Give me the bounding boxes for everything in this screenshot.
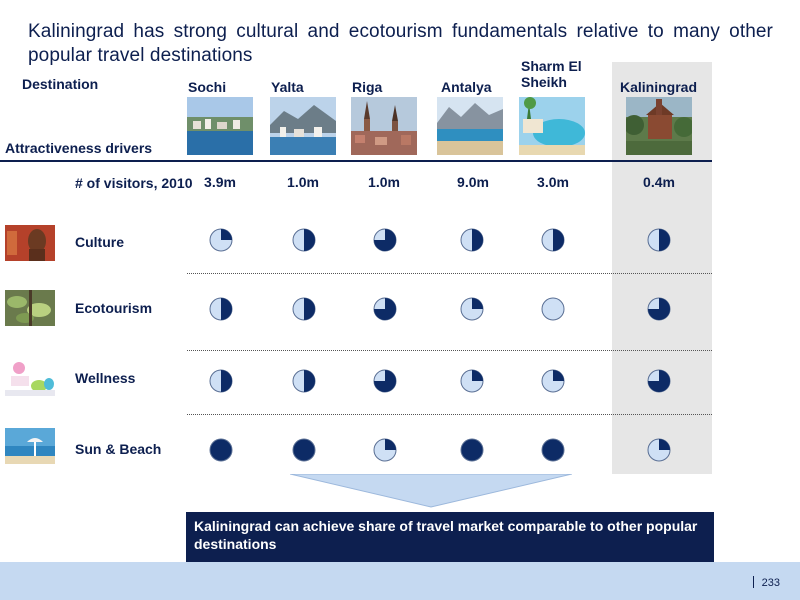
page-number: 233	[752, 576, 780, 589]
visitors-yalta: 1.0m	[287, 174, 319, 190]
harvey-ball-ecotourism-sharm-el-sheikh	[541, 297, 565, 321]
conclusion-box: Kaliningrad can achieve share of travel …	[186, 512, 714, 562]
attractiveness-drivers-header: Attractiveness drivers	[5, 140, 153, 156]
down-arrow-icon	[290, 474, 572, 508]
harvey-ball-culture-yalta	[292, 228, 316, 252]
harvey-ball-wellness-yalta	[292, 369, 316, 393]
driver-label-ecotourism: Ecotourism	[75, 300, 153, 316]
destination-kaliningrad: Kaliningrad	[620, 79, 698, 95]
riga-photo	[351, 97, 417, 155]
buddha-statue-icon	[5, 225, 55, 261]
forest-leaves-icon	[5, 290, 55, 326]
harvey-ball-culture-sochi	[209, 228, 233, 252]
destination-antalya: Antalya	[441, 79, 492, 95]
harvey-ball-culture-kaliningrad	[647, 228, 671, 252]
destination-header: Destination	[22, 76, 99, 92]
visitors-antalya: 9.0m	[457, 174, 489, 190]
harvey-ball-ecotourism-antalya	[460, 297, 484, 321]
harvey-ball-wellness-sochi	[209, 369, 233, 393]
sochi-photo	[187, 97, 253, 155]
visitors-label: # of visitors, 2010	[75, 175, 193, 191]
harvey-ball-wellness-sharm-el-sheikh	[541, 369, 565, 393]
destination-sharm-el-sheikh: Sharm El Sheikh	[521, 58, 582, 90]
destination-sochi: Sochi	[188, 79, 227, 95]
antalya-photo	[437, 97, 503, 155]
destination-riga: Riga	[352, 79, 383, 95]
visitors-sharm-el-sheikh: 3.0m	[537, 174, 569, 190]
row-divider	[187, 350, 712, 351]
driver-label-sun-beach: Sun & Beach	[75, 441, 162, 457]
harvey-ball-ecotourism-kaliningrad	[647, 297, 671, 321]
harvey-ball-ecotourism-yalta	[292, 297, 316, 321]
harvey-ball-ecotourism-riga	[373, 297, 397, 321]
beach-umbrella-icon	[5, 428, 55, 464]
visitors-riga: 1.0m	[368, 174, 400, 190]
harvey-ball-sun-beach-sharm-el-sheikh	[541, 438, 565, 462]
destination-yalta: Yalta	[271, 79, 304, 95]
harvey-ball-sun-beach-sochi	[209, 438, 233, 462]
harvey-ball-culture-riga	[373, 228, 397, 252]
harvey-ball-culture-sharm-el-sheikh	[541, 228, 565, 252]
header-divider	[0, 160, 712, 162]
row-divider	[187, 414, 712, 415]
harvey-ball-wellness-riga	[373, 369, 397, 393]
harvey-ball-sun-beach-yalta	[292, 438, 316, 462]
sharm-el-sheikh-photo	[519, 97, 585, 155]
page-number-text: 233	[761, 577, 780, 589]
harvey-ball-wellness-antalya	[460, 369, 484, 393]
harvey-ball-sun-beach-antalya	[460, 438, 484, 462]
driver-label-culture: Culture	[75, 234, 124, 250]
slide-title: Kaliningrad has strong cultural and ecot…	[28, 21, 773, 66]
kaliningrad-photo	[626, 97, 692, 155]
driver-label-wellness: Wellness	[75, 370, 136, 386]
harvey-ball-culture-antalya	[460, 228, 484, 252]
visitors-kaliningrad: 0.4m	[643, 174, 675, 190]
harvey-ball-sun-beach-kaliningrad	[647, 438, 671, 462]
footer-bar	[0, 562, 800, 600]
row-divider	[187, 273, 712, 274]
visitors-sochi: 3.9m	[204, 174, 236, 190]
spa-stones-icon	[5, 360, 55, 396]
harvey-ball-wellness-kaliningrad	[647, 369, 671, 393]
yalta-photo	[270, 97, 336, 155]
harvey-ball-sun-beach-riga	[373, 438, 397, 462]
harvey-ball-ecotourism-sochi	[209, 297, 233, 321]
